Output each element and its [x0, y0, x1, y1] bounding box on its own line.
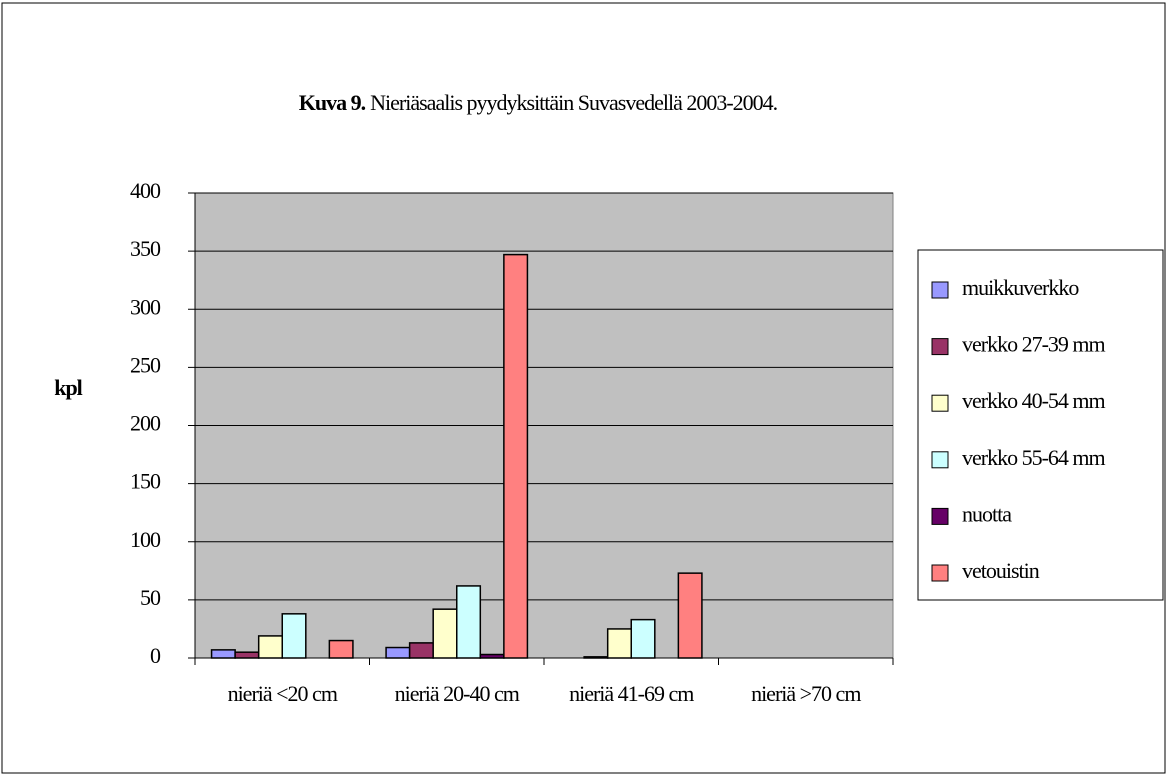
- legend-label: muikkuverkko: [962, 275, 1079, 300]
- bar: [234, 651, 260, 659]
- legend-label: vetouistin: [962, 558, 1040, 583]
- y-tick-label: 400: [130, 178, 161, 203]
- legend-swatch: [931, 451, 949, 469]
- bar: [456, 585, 482, 659]
- legend-swatch: [931, 394, 949, 412]
- bar: [432, 608, 458, 659]
- legend-label: nuotta: [962, 501, 1012, 526]
- x-tick-label: nieriä 20-40 cm: [395, 681, 520, 706]
- chart-title: Kuva 9. Nieriäsaalis pyydyksittäin Suvasv…: [299, 90, 778, 115]
- y-tick-label: 350: [130, 236, 161, 261]
- y-tick-label: 100: [130, 527, 161, 552]
- bar: [257, 635, 284, 659]
- y-tick-label: 300: [130, 294, 161, 319]
- bar: [210, 649, 236, 659]
- legend-swatch: [931, 564, 949, 582]
- y-axis-label: kpl: [54, 375, 82, 400]
- legend-swatch: [931, 338, 949, 356]
- y-tick-label: 250: [130, 352, 161, 377]
- bar: [677, 572, 703, 659]
- bar: [328, 639, 354, 659]
- bar: [583, 656, 609, 659]
- bar: [408, 642, 434, 659]
- y-tick-label: 200: [130, 411, 161, 436]
- legend-box: [917, 249, 1164, 601]
- bar: [503, 253, 529, 659]
- legend-label: verkko 40-54 mm: [962, 388, 1106, 413]
- x-tick-label: nieriä 41-69 cm: [569, 681, 694, 706]
- bar: [385, 646, 411, 659]
- y-tick-label: 150: [130, 469, 161, 494]
- bar: [606, 628, 633, 659]
- title-text: Nieriäsaalis pyydyksittäin Suvasvedellä …: [370, 90, 778, 115]
- legend-label: verkko 55-64 mm: [962, 445, 1106, 470]
- legend-label: verkko 27-39 mm: [962, 332, 1106, 357]
- title-label: Kuva 9.: [299, 90, 366, 115]
- x-tick-label: nieriä >70 cm: [751, 681, 861, 706]
- y-tick-label: 0: [150, 643, 161, 668]
- bar: [479, 653, 505, 659]
- legend-swatch: [931, 281, 949, 299]
- bar: [630, 618, 656, 659]
- bar: [281, 613, 307, 659]
- legend-swatch: [931, 507, 949, 525]
- x-tick-label: nieriä <20 cm: [228, 681, 338, 706]
- y-tick-label: 50: [140, 585, 161, 610]
